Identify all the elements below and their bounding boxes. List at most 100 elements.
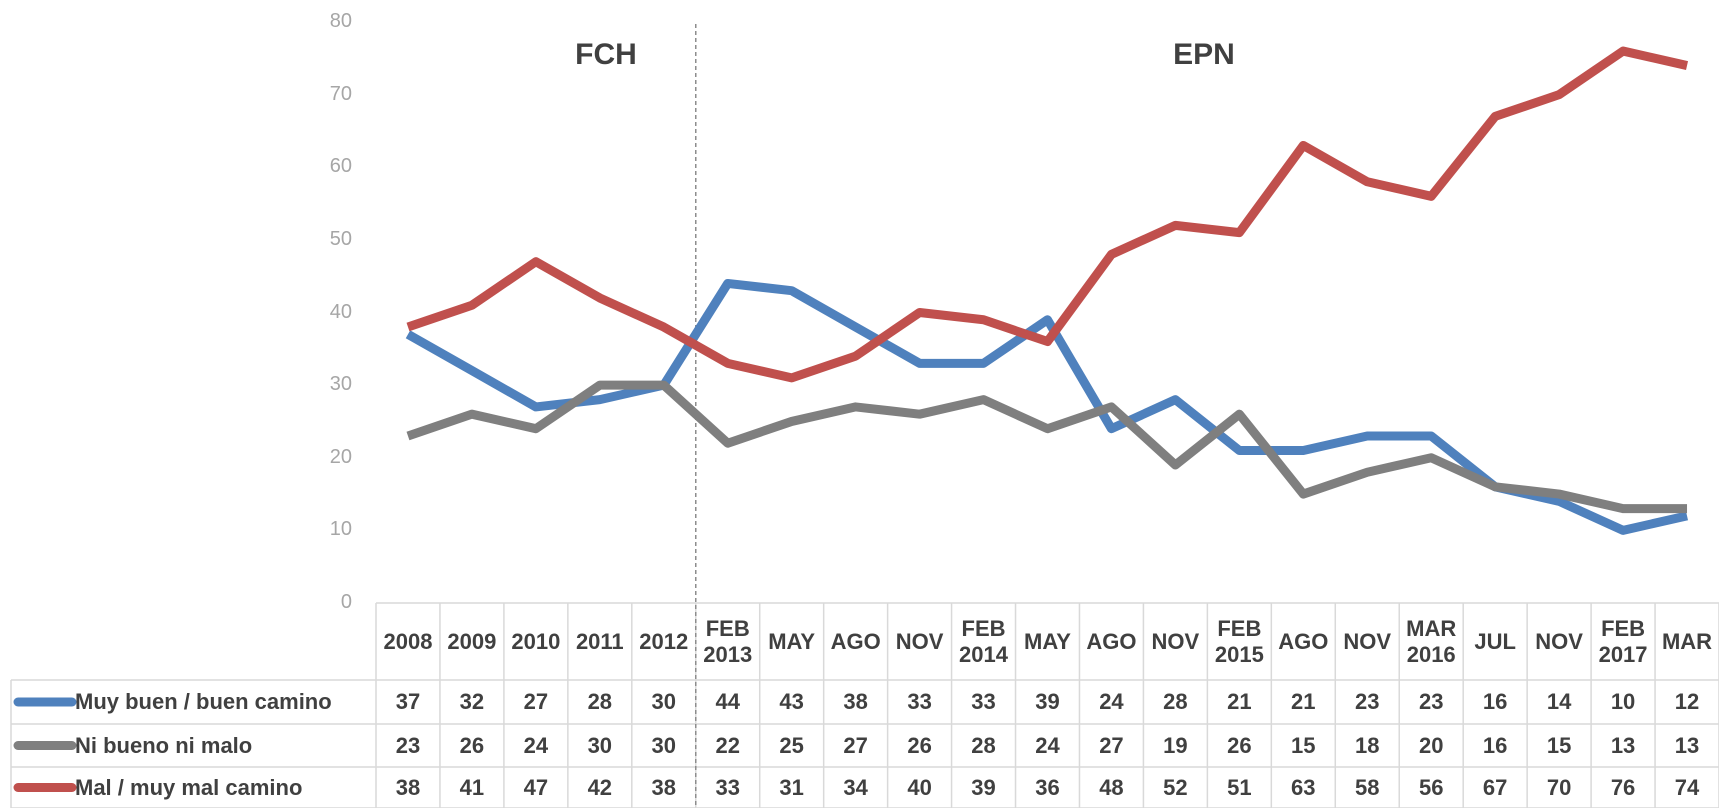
table-value: 34 [843,774,868,800]
x-tick-label: AGO [1086,628,1137,654]
x-tick-label: 2008 [383,628,433,654]
table-value: 21 [1291,689,1316,715]
table-value: 27 [843,732,868,758]
table-value: 33 [907,689,932,715]
table-value: 47 [523,774,549,800]
x-tick-label: 2012 [639,628,689,654]
x-tick-label: FEB 2013 [703,616,753,667]
table-value: 56 [1418,774,1444,800]
x-tick-label: NOV [1535,628,1583,654]
table-value: 20 [1418,732,1444,758]
table-value: 39 [971,774,996,800]
x-tick-label: AGO [830,628,881,654]
y-tick-label: 20 [329,445,352,468]
table-value: 33 [715,774,740,800]
x-tick-label: NOV [895,628,944,654]
x-tick-label: NOV [1343,628,1392,654]
table-value: 37 [395,689,421,715]
x-tick-label: 2009 [447,628,497,654]
table-value: 76 [1610,774,1636,800]
y-tick-label: 60 [329,155,352,178]
table-value: 16 [1482,732,1508,758]
table-value: 15 [1546,732,1572,758]
y-tick-label: 40 [329,300,352,323]
table-value: 10 [1610,689,1636,715]
table-value: 52 [1163,774,1188,800]
x-tick-label: NOV [1151,628,1200,654]
table-value: 22 [715,732,740,758]
table-value: 26 [907,732,932,758]
table-value: 27 [1099,732,1124,758]
x-tick-label: MAR 2016 [1406,616,1457,667]
series-line [406,380,1688,514]
table-value: 24 [1099,689,1124,715]
table-value: 15 [1291,732,1316,758]
table-value: 38 [395,774,421,800]
table-value: 28 [971,732,996,758]
table-value: 33 [971,689,996,715]
legend-label: Ni bueno ni malo [75,732,253,758]
annotation: FCH [575,38,637,71]
x-tick-label: 2010 [511,628,561,654]
table-value: 74 [1674,774,1700,800]
table-value: 30 [651,732,676,758]
table-value: 30 [651,689,676,715]
table-value: 27 [523,689,549,715]
table-value: 51 [1227,774,1252,800]
table-value: 13 [1610,732,1636,758]
table-value: 44 [715,689,740,715]
table-value: 48 [1099,774,1124,800]
table-value: 58 [1355,774,1380,800]
x-tick-label: FEB 2017 [1598,616,1648,667]
legend-label: Mal / muy mal camino [75,774,303,800]
series-line [406,46,1689,383]
table-value: 67 [1482,774,1508,800]
table-value: 23 [1355,689,1380,715]
table-value: 25 [779,732,804,758]
table-value: 38 [843,689,868,715]
table-value: 24 [523,732,549,758]
table-value: 30 [587,732,613,758]
table-value: 24 [1035,732,1060,758]
legend-label: Muy buen / buen camino [75,689,332,715]
x-tick-label: FEB 2014 [959,616,1008,667]
x-tick-label: MAR [1661,628,1713,654]
table-value: 40 [907,774,932,800]
table-value: 28 [1163,689,1188,715]
x-tick-label: FEB 2015 [1214,616,1264,667]
table-value: 41 [459,774,485,800]
table-value: 39 [1035,689,1060,715]
table-value: 70 [1546,774,1572,800]
table-value: 23 [1418,689,1444,715]
table-value: 21 [1227,689,1252,715]
series-line [405,278,1689,535]
table-value: 32 [459,689,485,715]
table-value: 31 [779,774,804,800]
table-value: 16 [1482,689,1508,715]
table-value: 42 [587,774,613,800]
x-tick-label: 2011 [575,628,624,654]
table-value: 28 [587,689,613,715]
table-value: 14 [1546,689,1572,715]
table-value: 36 [1035,774,1060,800]
x-tick-label: MAY [1024,628,1071,654]
table-value: 12 [1674,689,1700,715]
y-tick-label: 70 [329,82,352,105]
table-value: 43 [779,689,804,715]
y-tick-label: 80 [329,10,352,32]
table-value: 18 [1355,732,1380,758]
table-value: 38 [651,774,676,800]
y-tick-label: 30 [329,373,352,396]
x-tick-label: MAY [768,628,816,654]
table-value: 26 [1227,732,1252,758]
x-tick-label: JUL [1474,628,1516,654]
table-value: 23 [395,732,421,758]
table-value: 13 [1674,732,1700,758]
table-value: 19 [1163,732,1188,758]
x-tick-label: AGO [1278,628,1329,654]
y-tick-label: 0 [340,591,352,613]
table-value: 63 [1291,774,1316,800]
annotation: EPN [1173,38,1235,71]
